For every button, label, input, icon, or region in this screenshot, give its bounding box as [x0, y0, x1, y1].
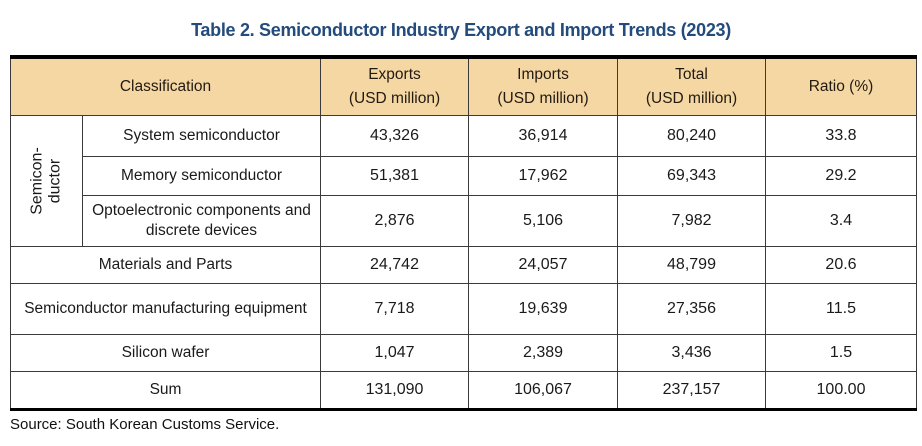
table-row-memory-semiconductor: Memory semiconductor 51,381 17,962 69,34… — [11, 155, 917, 196]
row-label: Optoelectronic components and discrete d… — [82, 194, 321, 247]
ratio-value: 100.00 — [765, 370, 917, 410]
table-row-materials-and-parts: Materials and Parts 24,742 24,057 48,799… — [10, 245, 917, 284]
table-row-system-semiconductor: Semicon- ductor System semiconductor 43,… — [10, 114, 917, 247]
exports-value: 43,326 — [320, 114, 469, 157]
col-header-ratio: Ratio (%) — [765, 56, 917, 116]
row-label: System semiconductor — [82, 114, 321, 157]
total-value: 237,157 — [617, 370, 766, 410]
total-value: 7,982 — [617, 194, 766, 247]
col-header-total-line1: Total — [675, 65, 708, 83]
col-header-imports-line2: (USD million) — [497, 89, 589, 107]
imports-value: 19,639 — [468, 282, 618, 335]
total-value: 69,343 — [617, 155, 766, 196]
col-header-exports-line1: Exports — [368, 65, 421, 83]
imports-value: 24,057 — [468, 245, 618, 284]
exports-value: 1,047 — [320, 333, 469, 372]
col-header-imports-line1: Imports — [517, 65, 569, 83]
row-label: Silicon wafer — [10, 333, 321, 372]
imports-value: 106,067 — [468, 370, 618, 410]
exports-value: 24,742 — [320, 245, 469, 284]
total-value: 3,436 — [617, 333, 766, 372]
imports-value: 17,962 — [468, 155, 618, 196]
total-value: 48,799 — [617, 245, 766, 284]
col-header-total-line2: (USD million) — [645, 89, 738, 107]
table-row-manufacturing-equipment: Semiconductor manufacturing equipment 7,… — [10, 282, 917, 335]
col-header-total: Total (USD million) — [617, 56, 766, 116]
total-value: 27,356 — [617, 282, 766, 335]
ratio-value: 3.4 — [765, 194, 917, 247]
source-note: Source: South Korean Customs Service. — [10, 415, 280, 433]
col-header-exports: Exports (USD million) — [320, 56, 469, 116]
semiconductor-trade-table: Classification Exports (USD million) Imp… — [10, 55, 917, 411]
imports-value: 5,106 — [468, 194, 618, 247]
col-header-classification: Classification — [10, 56, 321, 116]
exports-value: 7,718 — [320, 282, 469, 335]
exports-value: 51,381 — [320, 155, 469, 196]
ratio-value: 29.2 — [765, 155, 917, 196]
table-row-silicon-wafer: Silicon wafer 1,047 2,389 3,436 1.5 — [10, 333, 917, 372]
header-row: Classification Exports (USD million) Imp… — [10, 56, 917, 116]
col-header-exports-line2: (USD million) — [348, 89, 441, 107]
imports-value: 36,914 — [468, 114, 618, 157]
table-title: Table 2. Semiconductor Industry Export a… — [191, 20, 731, 40]
rotated-group-label: Semicon- ductor — [28, 146, 64, 215]
ratio-value: 11.5 — [765, 282, 917, 335]
row-label: Sum — [10, 370, 321, 410]
group-label-semiconductor: Semicon- ductor — [10, 114, 83, 247]
exports-value: 2,876 — [320, 194, 469, 247]
row-label: Memory semiconductor — [82, 155, 321, 196]
ratio-value: 1.5 — [765, 333, 917, 372]
row-label: Semiconductor manufacturing equipment — [10, 282, 321, 335]
ratio-value: 20.6 — [765, 245, 917, 284]
ratio-value: 33.8 — [765, 114, 917, 157]
row-label: Materials and Parts — [10, 245, 321, 284]
imports-value: 2,389 — [468, 333, 618, 372]
total-value: 80,240 — [617, 114, 766, 157]
col-header-imports: Imports (USD million) — [468, 56, 618, 116]
exports-value: 131,090 — [320, 370, 469, 410]
table-row-optoelectronic: Optoelectronic components and discrete d… — [11, 194, 917, 247]
table-row-sum: Sum 131,090 106,067 237,157 100.00 — [10, 370, 917, 410]
